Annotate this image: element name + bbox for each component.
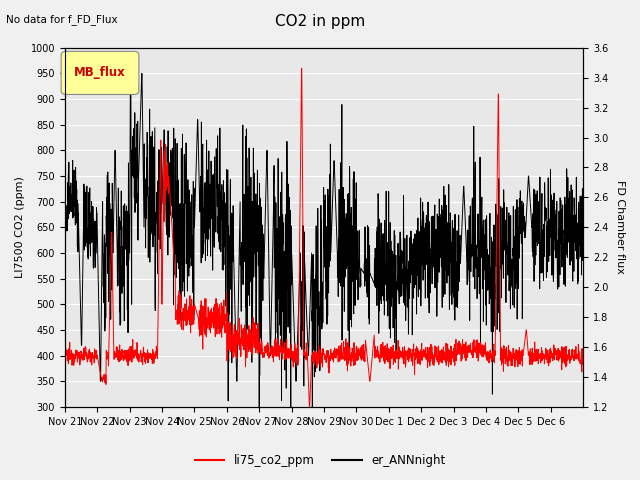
FancyBboxPatch shape <box>61 51 139 95</box>
Text: CO2 in ppm: CO2 in ppm <box>275 14 365 29</box>
Legend: li75_co2_ppm, er_ANNnight: li75_co2_ppm, er_ANNnight <box>190 449 450 472</box>
Text: No data for f_FD_Flux: No data for f_FD_Flux <box>6 14 118 25</box>
Y-axis label: LI7500 CO2 (ppm): LI7500 CO2 (ppm) <box>15 177 25 278</box>
Y-axis label: FD Chamber flux: FD Chamber flux <box>615 180 625 274</box>
Text: MB_flux: MB_flux <box>74 66 125 79</box>
